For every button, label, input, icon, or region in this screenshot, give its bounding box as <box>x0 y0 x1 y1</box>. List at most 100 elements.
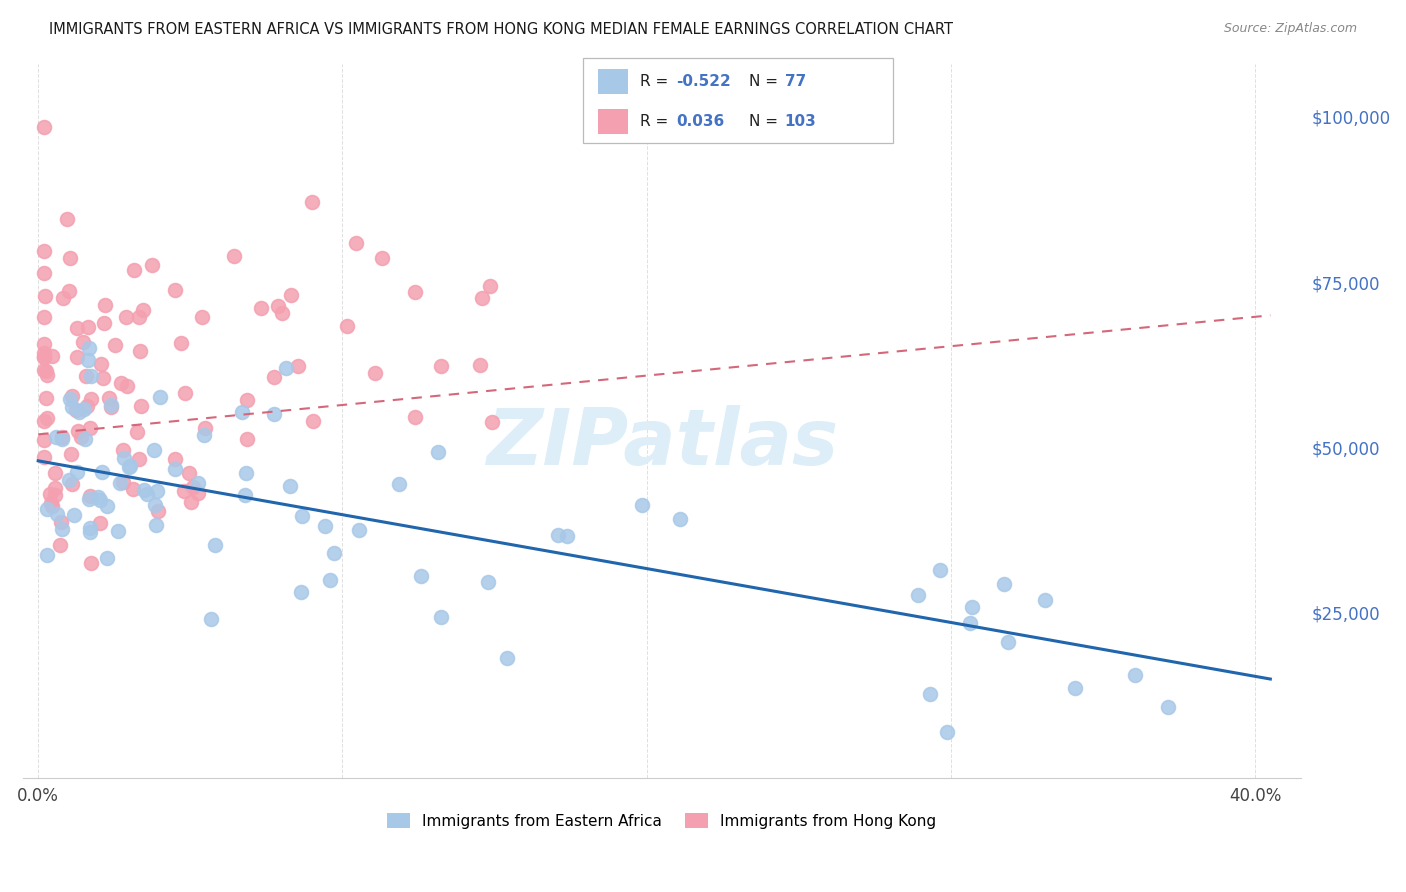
Point <box>1157 700 1180 714</box>
Point <box>193 428 215 442</box>
Point <box>32 363 55 377</box>
Point <box>129 399 152 413</box>
Point <box>111 475 134 490</box>
Point <box>547 527 569 541</box>
Point <box>60 401 83 415</box>
Point <box>32 120 55 134</box>
Point <box>65 402 87 417</box>
Point <box>631 498 654 512</box>
Point <box>347 523 370 537</box>
Point <box>49 538 72 552</box>
Point <box>32 244 55 259</box>
Point <box>80 392 103 406</box>
Point <box>94 298 117 312</box>
Point <box>314 519 336 533</box>
Point <box>49 515 72 529</box>
Point <box>557 529 579 543</box>
Point <box>32 414 55 428</box>
Text: N =: N = <box>749 114 783 129</box>
Point <box>90 357 112 371</box>
Text: 77: 77 <box>785 74 806 89</box>
Point <box>323 546 346 560</box>
Point <box>173 483 195 498</box>
Point <box>143 498 166 512</box>
Point <box>278 479 301 493</box>
Text: 0.036: 0.036 <box>676 114 724 129</box>
Point <box>77 320 100 334</box>
Point <box>128 343 150 358</box>
Point <box>468 358 491 372</box>
Point <box>194 421 217 435</box>
Point <box>100 400 122 414</box>
Point <box>149 390 172 404</box>
Point <box>430 359 453 374</box>
Point <box>32 450 55 464</box>
Point <box>336 318 359 333</box>
Point <box>79 525 101 540</box>
Point <box>79 489 101 503</box>
Point <box>65 351 87 365</box>
Point <box>388 476 411 491</box>
Point <box>236 393 259 408</box>
Point <box>41 349 63 363</box>
Point <box>91 371 114 385</box>
Point <box>669 512 692 526</box>
Point <box>907 588 929 602</box>
Point <box>1033 593 1056 607</box>
Point <box>37 411 59 425</box>
Point <box>250 301 273 316</box>
Point <box>274 361 297 376</box>
Point <box>37 548 59 562</box>
Point <box>960 600 983 615</box>
Point <box>371 251 394 265</box>
Point <box>32 346 55 360</box>
Point <box>181 480 204 494</box>
Point <box>45 429 67 443</box>
Text: ZIPatlas: ZIPatlas <box>485 405 838 481</box>
Point <box>44 488 66 502</box>
Point <box>170 335 193 350</box>
Point <box>44 466 66 480</box>
Point <box>45 507 67 521</box>
Point <box>204 538 226 552</box>
Point <box>59 252 82 266</box>
Point <box>136 487 159 501</box>
Point <box>344 235 367 250</box>
Point <box>301 414 323 428</box>
Point <box>270 306 292 320</box>
Point <box>959 616 981 631</box>
Point <box>165 461 187 475</box>
Point <box>236 432 259 446</box>
Point <box>35 391 58 405</box>
Point <box>1064 681 1087 696</box>
Point <box>98 391 121 405</box>
Point <box>79 421 101 435</box>
Point <box>929 563 952 577</box>
Point <box>404 410 426 425</box>
Point <box>190 310 212 324</box>
Point <box>481 415 503 429</box>
Point <box>495 651 517 665</box>
Point <box>127 425 149 439</box>
Point <box>187 476 209 491</box>
Point <box>121 483 143 497</box>
Point <box>79 521 101 535</box>
Point <box>60 447 83 461</box>
Point <box>118 459 141 474</box>
Point <box>65 465 87 479</box>
Point <box>471 291 494 305</box>
Point <box>52 291 75 305</box>
Point <box>56 212 79 227</box>
Point <box>90 465 112 479</box>
Point <box>72 401 94 416</box>
Point <box>233 488 256 502</box>
Point <box>80 556 103 570</box>
Point <box>34 289 56 303</box>
Point <box>77 342 100 356</box>
Point <box>301 195 323 210</box>
Point <box>39 487 62 501</box>
Point <box>60 476 83 491</box>
Point <box>263 370 285 384</box>
Point <box>118 459 141 474</box>
Point <box>41 500 63 514</box>
